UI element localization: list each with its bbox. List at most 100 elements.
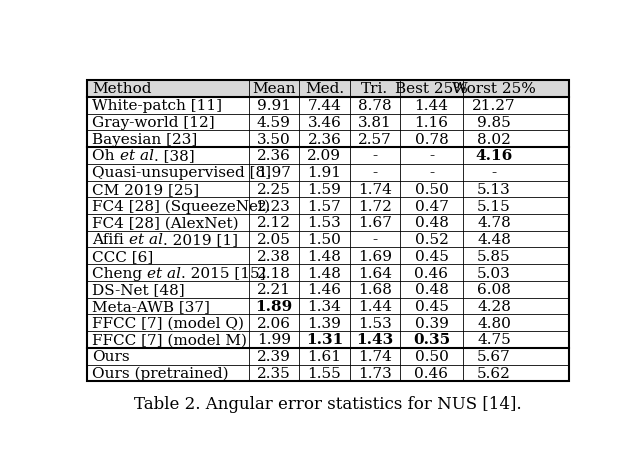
Text: 0.45: 0.45 — [415, 299, 449, 313]
Text: 0.78: 0.78 — [415, 132, 448, 146]
Text: 1.34: 1.34 — [307, 299, 341, 313]
Text: 5.03: 5.03 — [477, 266, 511, 280]
Text: et al: et al — [129, 233, 163, 247]
Text: 5.85: 5.85 — [477, 249, 511, 263]
Text: 1.74: 1.74 — [358, 349, 392, 364]
Text: 4.78: 4.78 — [477, 216, 511, 230]
Text: 0.39: 0.39 — [415, 316, 449, 330]
Bar — [88, 81, 568, 98]
Text: 1.53: 1.53 — [358, 316, 392, 330]
Text: 0.48: 0.48 — [415, 283, 449, 297]
Text: 1.91: 1.91 — [307, 166, 341, 180]
Text: . 2019 [1]: . 2019 [1] — [163, 233, 238, 247]
Text: 2.38: 2.38 — [257, 249, 291, 263]
Text: 8.78: 8.78 — [358, 99, 392, 113]
Text: -: - — [429, 166, 434, 180]
Text: Cheng: Cheng — [92, 266, 147, 280]
Text: 0.50: 0.50 — [415, 349, 449, 364]
Text: 9.91: 9.91 — [257, 99, 291, 113]
Text: 0.35: 0.35 — [413, 333, 450, 347]
Text: 1.55: 1.55 — [307, 366, 341, 380]
Text: 8.02: 8.02 — [477, 132, 511, 146]
Text: 1.44: 1.44 — [415, 99, 449, 113]
Text: 2.18: 2.18 — [257, 266, 291, 280]
Text: 1.89: 1.89 — [255, 299, 292, 313]
Text: 2.25: 2.25 — [257, 182, 291, 197]
Text: 1.39: 1.39 — [307, 316, 341, 330]
Text: -: - — [372, 233, 378, 247]
Text: -: - — [429, 149, 434, 163]
Text: 2.57: 2.57 — [358, 132, 392, 146]
Text: Table 2. Angular error statistics for NUS [14].: Table 2. Angular error statistics for NU… — [134, 395, 522, 412]
Text: -: - — [372, 166, 378, 180]
Text: 0.46: 0.46 — [415, 266, 449, 280]
Text: 2.21: 2.21 — [257, 283, 291, 297]
Text: 1.48: 1.48 — [307, 249, 341, 263]
Text: Bayesian [23]: Bayesian [23] — [92, 132, 198, 146]
Text: 1.59: 1.59 — [307, 182, 341, 197]
Text: 1.31: 1.31 — [306, 333, 343, 347]
Text: 1.48: 1.48 — [307, 266, 341, 280]
Text: et al: et al — [120, 149, 154, 163]
Text: 2.23: 2.23 — [257, 199, 291, 213]
Text: 4.59: 4.59 — [257, 116, 291, 129]
Text: 0.50: 0.50 — [415, 182, 449, 197]
Text: 1.97: 1.97 — [257, 166, 291, 180]
Text: 0.45: 0.45 — [415, 249, 449, 263]
Text: 1.68: 1.68 — [358, 283, 392, 297]
Text: 2.39: 2.39 — [257, 349, 291, 364]
Text: 0.47: 0.47 — [415, 199, 449, 213]
Text: 4.48: 4.48 — [477, 233, 511, 247]
Text: 1.74: 1.74 — [358, 182, 392, 197]
Text: Ours: Ours — [92, 349, 130, 364]
Text: Method: Method — [92, 82, 152, 96]
Text: 3.81: 3.81 — [358, 116, 392, 129]
Text: 3.50: 3.50 — [257, 132, 291, 146]
Text: FFCC [7] (model M): FFCC [7] (model M) — [92, 333, 248, 347]
Text: 4.16: 4.16 — [476, 149, 513, 163]
Bar — [88, 81, 568, 381]
Text: 2.36: 2.36 — [307, 132, 341, 146]
Text: et al: et al — [147, 266, 181, 280]
Text: 4.75: 4.75 — [477, 333, 511, 347]
Text: 1.46: 1.46 — [307, 283, 341, 297]
Text: Afifi: Afifi — [92, 233, 129, 247]
Text: DS-Net [48]: DS-Net [48] — [92, 283, 185, 297]
Text: FC4 [28] (SqueezeNet): FC4 [28] (SqueezeNet) — [92, 199, 271, 213]
Text: CCC [6]: CCC [6] — [92, 249, 154, 263]
Text: 0.46: 0.46 — [415, 366, 449, 380]
Text: Ours (pretrained): Ours (pretrained) — [92, 366, 229, 380]
Text: -: - — [492, 166, 497, 180]
Text: Worst 25%: Worst 25% — [452, 82, 536, 96]
Text: 0.48: 0.48 — [415, 216, 449, 230]
Text: 6.08: 6.08 — [477, 283, 511, 297]
Text: 4.28: 4.28 — [477, 299, 511, 313]
Text: 1.44: 1.44 — [358, 299, 392, 313]
Text: 2.09: 2.09 — [307, 149, 341, 163]
Text: Best 25%: Best 25% — [395, 82, 468, 96]
Text: Meta-AWB [37]: Meta-AWB [37] — [92, 299, 211, 313]
Text: 2.06: 2.06 — [257, 316, 291, 330]
Text: 21.27: 21.27 — [472, 99, 516, 113]
Text: 1.73: 1.73 — [358, 366, 392, 380]
Text: 2.36: 2.36 — [257, 149, 291, 163]
Text: 1.72: 1.72 — [358, 199, 392, 213]
Text: 4.80: 4.80 — [477, 316, 511, 330]
Text: -: - — [372, 149, 378, 163]
Text: 5.13: 5.13 — [477, 182, 511, 197]
Text: White-patch [11]: White-patch [11] — [92, 99, 223, 113]
Text: 1.67: 1.67 — [358, 216, 392, 230]
Text: Mean: Mean — [252, 82, 296, 96]
Text: Tri.: Tri. — [362, 82, 388, 96]
Text: 1.61: 1.61 — [307, 349, 341, 364]
Text: 5.67: 5.67 — [477, 349, 511, 364]
Text: Med.: Med. — [305, 82, 344, 96]
Text: 1.53: 1.53 — [307, 216, 341, 230]
Text: . 2015 [15]: . 2015 [15] — [181, 266, 266, 280]
Text: 1.50: 1.50 — [307, 233, 341, 247]
Text: Oh: Oh — [92, 149, 120, 163]
Text: 1.16: 1.16 — [415, 116, 449, 129]
Text: 2.35: 2.35 — [257, 366, 291, 380]
Text: Gray-world [12]: Gray-world [12] — [92, 116, 215, 129]
Text: FFCC [7] (model Q): FFCC [7] (model Q) — [92, 316, 244, 330]
